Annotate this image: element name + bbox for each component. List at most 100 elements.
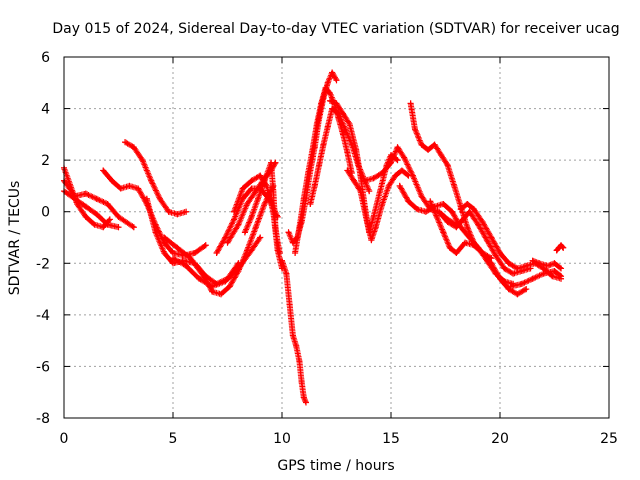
data-point	[302, 399, 309, 406]
data-point	[165, 208, 172, 215]
y-tick-label: -2	[36, 256, 50, 272]
data-point	[518, 280, 525, 287]
data-point	[514, 265, 521, 272]
data-point	[344, 167, 351, 174]
data-point	[453, 224, 460, 231]
data-point	[370, 213, 377, 220]
data-point	[411, 126, 418, 133]
data-point	[239, 185, 246, 192]
data-point	[398, 167, 405, 174]
y-tick-label: -6	[36, 359, 50, 375]
data-point	[248, 213, 255, 220]
data-point	[440, 200, 447, 207]
data-point	[523, 286, 530, 293]
data-point	[425, 146, 432, 153]
y-tick-label: 0	[41, 205, 50, 221]
data-point	[231, 216, 238, 223]
data-point	[209, 288, 216, 295]
data-point	[364, 219, 371, 226]
data-point	[497, 275, 503, 282]
data-point	[311, 182, 318, 189]
data-point	[252, 224, 259, 231]
data-point	[309, 146, 316, 153]
data-point	[217, 291, 224, 298]
data-point	[313, 121, 320, 128]
data-point	[357, 188, 364, 195]
data-point	[418, 193, 425, 200]
data-point	[170, 255, 176, 262]
data-point	[324, 79, 331, 86]
data-point	[344, 149, 351, 156]
data-point	[187, 255, 194, 262]
data-point	[385, 182, 392, 189]
data-point	[449, 208, 456, 215]
data-point	[451, 182, 458, 189]
data-point	[71, 195, 78, 202]
series-arc-08	[170, 234, 264, 290]
data-point	[346, 121, 353, 128]
data-point	[248, 247, 255, 254]
data-point	[435, 208, 442, 215]
x-tick-label: 10	[273, 431, 291, 447]
data-point	[551, 260, 558, 267]
x-tick-label: 15	[382, 431, 400, 447]
data-point	[479, 249, 486, 256]
data-point	[370, 175, 377, 182]
data-point	[414, 206, 421, 213]
data-point	[82, 190, 89, 197]
data-point	[488, 234, 495, 241]
data-point	[296, 358, 303, 365]
data-point	[510, 270, 517, 277]
x-tick-label: 20	[491, 431, 509, 447]
data-point	[248, 185, 255, 192]
data-point	[396, 182, 403, 189]
data-point	[244, 200, 251, 207]
data-point	[108, 177, 115, 184]
data-point	[549, 273, 556, 280]
data-point	[462, 239, 469, 246]
data-point	[558, 273, 565, 280]
data-point	[289, 332, 296, 339]
data-point	[368, 237, 375, 244]
data-point	[296, 224, 303, 231]
series-arc-25	[507, 268, 565, 290]
data-point	[440, 229, 447, 236]
data-point	[379, 200, 386, 207]
data-point	[257, 234, 264, 241]
series-arc-13	[279, 257, 309, 406]
data-point	[326, 97, 333, 104]
data-point	[292, 249, 299, 256]
data-point	[475, 221, 482, 228]
data-point	[82, 213, 89, 220]
data-point	[453, 249, 460, 256]
data-point	[433, 213, 440, 220]
y-tick-label: 6	[41, 50, 50, 66]
data-point	[263, 182, 270, 189]
data-point	[104, 200, 111, 207]
data-point	[529, 275, 536, 282]
data-point	[161, 249, 168, 256]
data-point	[466, 208, 473, 215]
data-point	[394, 144, 401, 151]
data-point	[379, 170, 386, 177]
data-point	[536, 260, 543, 267]
data-point	[270, 188, 277, 195]
data-point	[307, 200, 314, 207]
data-series	[61, 69, 567, 406]
plot-frame	[63, 56, 610, 419]
data-point	[479, 219, 486, 226]
data-point	[558, 265, 565, 272]
data-point	[286, 301, 293, 308]
data-point	[202, 242, 209, 249]
data-point	[418, 141, 425, 148]
data-point	[401, 154, 408, 161]
data-point	[540, 270, 547, 277]
data-point	[409, 172, 416, 179]
data-point	[366, 188, 373, 195]
data-point	[464, 200, 471, 207]
data-point	[392, 172, 399, 179]
data-point	[470, 206, 477, 213]
axis-ticks: 0 5 10 15 20 25 -8 -6 -4 -2 0 2 4 6	[36, 50, 618, 447]
data-point	[372, 224, 379, 231]
data-point	[261, 200, 268, 207]
